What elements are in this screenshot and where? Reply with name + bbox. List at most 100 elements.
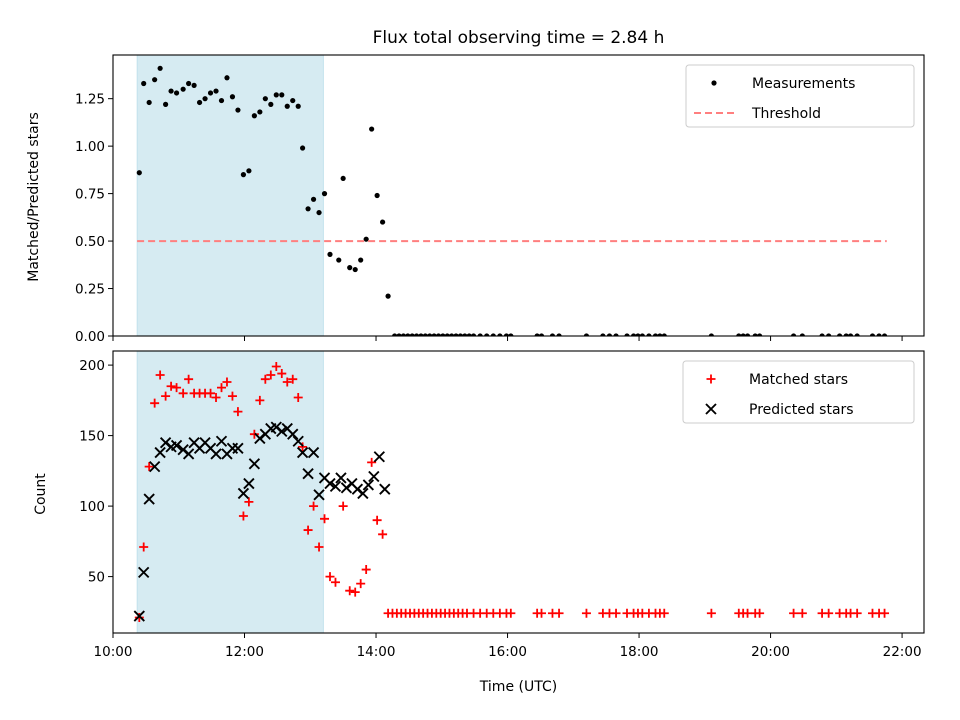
measurement-point: [268, 101, 274, 107]
measurement-point: [380, 219, 386, 225]
measurement-point: [847, 333, 854, 336]
bottom-y-axis-label: Count: [33, 473, 49, 515]
measurement-point: [549, 333, 556, 336]
x-tick-label: 16:00: [488, 644, 527, 660]
measurement-point: [136, 170, 142, 176]
legend-marker: [706, 374, 716, 384]
y-tick-label: 0.25: [75, 282, 105, 298]
measurement-point: [635, 333, 641, 336]
legend-box: [682, 360, 915, 424]
matched-star-point: [314, 542, 324, 552]
matched-star-point: [880, 608, 890, 618]
predicted-star-point: [154, 446, 166, 459]
predicted-star-point: [287, 428, 299, 440]
predicted-star-point: [276, 425, 288, 438]
measurement-point: [583, 333, 590, 336]
series-predicted-stars: [133, 421, 391, 622]
measurement-point: [180, 86, 186, 92]
matched-star-point: [303, 525, 313, 535]
measurement-point: [799, 333, 805, 336]
measurement-point: [639, 333, 645, 336]
matched-star-point: [350, 587, 360, 597]
measurement-point: [826, 333, 832, 336]
measurement-point: [837, 333, 843, 336]
matched-star-point: [356, 579, 366, 589]
predicted-star-point: [307, 446, 320, 459]
measurement-point: [385, 293, 391, 299]
predicted-star-point: [373, 451, 385, 463]
measurement-point: [363, 236, 369, 242]
measurement-point: [431, 333, 437, 336]
measurement-point: [466, 333, 472, 336]
measurement-point: [508, 333, 514, 336]
predicted-star-point: [237, 487, 250, 500]
measurement-point: [340, 175, 346, 182]
measurement-point: [534, 333, 540, 336]
x-tick-label: 20:00: [751, 644, 790, 660]
legend-label: Measurements: [752, 76, 855, 92]
measurement-point: [229, 94, 236, 100]
predicted-star-point: [302, 467, 314, 480]
measurement-point: [538, 333, 545, 336]
measurement-point: [740, 333, 746, 336]
measurement-point: [305, 206, 311, 212]
x-axis-label: Time (UTC): [479, 679, 557, 695]
measurement-point: [196, 99, 203, 106]
matched-star-point: [271, 362, 281, 372]
x-tick-label: 14:00: [357, 644, 396, 660]
measurement-point: [427, 333, 433, 336]
measurement-point: [202, 96, 208, 102]
measurement-point: [295, 103, 301, 109]
matched-star-point: [537, 608, 547, 618]
matched-star-point: [161, 391, 171, 401]
matched-star-point: [372, 515, 382, 525]
measurement-point: [251, 113, 257, 119]
measurement-point: [457, 333, 464, 336]
matched-star-point: [282, 377, 292, 387]
measurement-point: [462, 333, 468, 336]
measurement-point: [290, 97, 296, 104]
matched-star-point: [266, 370, 276, 380]
predicted-star-point: [148, 460, 161, 473]
matched-star-point: [554, 608, 564, 618]
measurement-point: [316, 209, 322, 216]
measurement-point: [336, 257, 342, 263]
measurement-point: [240, 172, 247, 178]
predicted-star-point: [329, 480, 342, 493]
measurement-point: [262, 96, 268, 102]
matched-star-point: [184, 374, 194, 384]
matched-star-point: [338, 501, 348, 511]
top-marks: [136, 65, 888, 336]
matched-star-point: [378, 529, 388, 539]
matched-star-point: [325, 572, 335, 582]
measurement-point: [392, 333, 398, 336]
measurement-point: [606, 333, 613, 336]
predicted-star-point: [133, 610, 145, 622]
measurement-point: [661, 333, 667, 336]
y-tick-label: 50: [88, 570, 105, 586]
measurement-point: [449, 333, 455, 336]
measurement-point: [163, 101, 169, 107]
measurement-point: [440, 333, 446, 336]
measurement-point: [235, 107, 241, 113]
measurement-point: [876, 333, 882, 336]
matched-star-point: [852, 608, 862, 618]
measurement-point: [652, 333, 659, 336]
measurement-point: [321, 191, 328, 197]
predicted-star-point: [313, 489, 325, 501]
matched-star-point: [178, 388, 188, 398]
matched-star-point: [320, 514, 330, 524]
top-y-axis-label: Matched/Predicted stars: [26, 112, 42, 282]
predicted-star-point: [357, 487, 369, 500]
matched-star-point: [150, 398, 160, 408]
legend-label: Threshold: [751, 106, 821, 122]
top-panel: 0.00 0.25 0.50 0.75 1.00 1.25 Measurements Thre…: [75, 54, 925, 345]
bottom-legend: Matched stars Predicted stars: [682, 360, 915, 424]
matched-star-point: [166, 381, 176, 391]
matched-star-point: [260, 374, 270, 384]
top-axes-frame: [112, 54, 925, 337]
measurement-point: [843, 333, 849, 336]
matched-star-point: [293, 393, 303, 403]
predicted-star-point: [379, 483, 391, 495]
matched-star-point: [755, 608, 765, 618]
